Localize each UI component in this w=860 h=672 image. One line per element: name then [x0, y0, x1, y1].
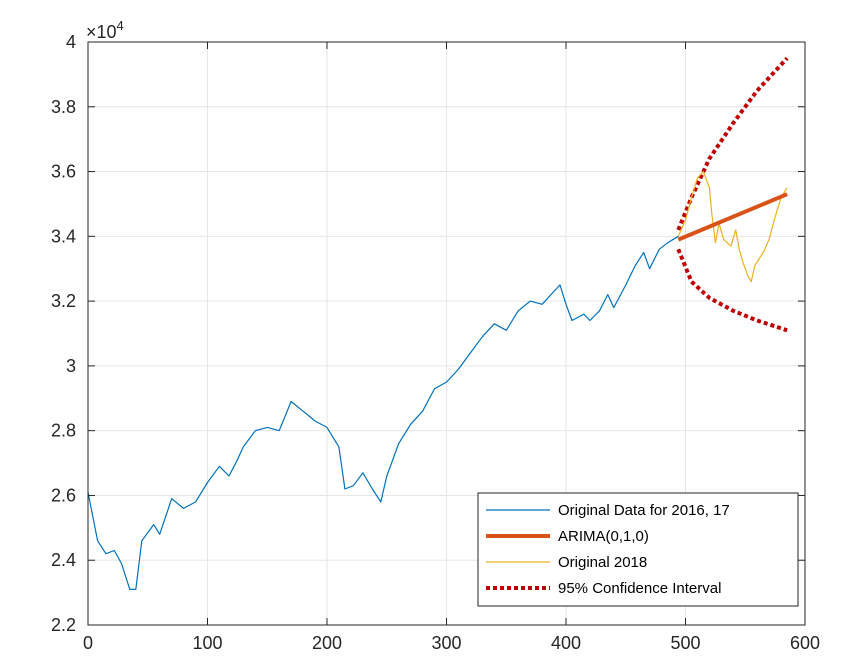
x-tick-label: 500	[670, 633, 700, 653]
y-tick-label: 2.6	[51, 485, 76, 505]
ticks: 0 100 200 300 400 500 600 2.2 2.4 2.6 2.8 3 3.2 3.4 3.…	[51, 32, 820, 653]
y-tick-label: 2.2	[51, 615, 76, 635]
y-tick-label: 3	[66, 356, 76, 376]
legend-label: 95% Confidence Interval	[558, 580, 721, 597]
x-tick-label: 600	[790, 633, 820, 653]
x-tick-label: 100	[192, 633, 222, 653]
x-tick-label: 400	[551, 633, 581, 653]
ci-upper-line	[676, 56, 789, 231]
legend-label: Original 2018	[558, 554, 647, 571]
y-exponent-base: ×10	[86, 22, 117, 42]
x-tick-label: 200	[312, 633, 342, 653]
y-tick-label: 2.4	[51, 550, 76, 570]
series-original-line	[87, 235, 679, 591]
series-original-2018-line	[677, 171, 788, 283]
legend-label: ARIMA(0,1,0)	[558, 528, 649, 545]
legend: Original Data for 2016, 17 ARIMA(0,1,0) Or…	[477, 492, 799, 607]
y-tick-label: 3.6	[51, 162, 76, 182]
series-layer	[87, 56, 789, 591]
legend-label: Original Data for 2016, 17	[558, 502, 730, 519]
x-tick-label: 0	[83, 633, 93, 653]
ci-lower-line	[676, 248, 788, 333]
y-tick-label: 4	[66, 32, 76, 52]
y-exponent-label: ×104	[86, 18, 124, 42]
y-tick-label: 3.4	[51, 226, 76, 246]
y-exponent-power: 4	[117, 18, 124, 33]
x-tick-label: 300	[431, 633, 461, 653]
y-tick-label: 2.8	[51, 421, 76, 441]
series-arima-line	[677, 192, 788, 242]
y-tick-label: 3.2	[51, 291, 76, 311]
y-tick-label: 3.8	[51, 97, 76, 117]
